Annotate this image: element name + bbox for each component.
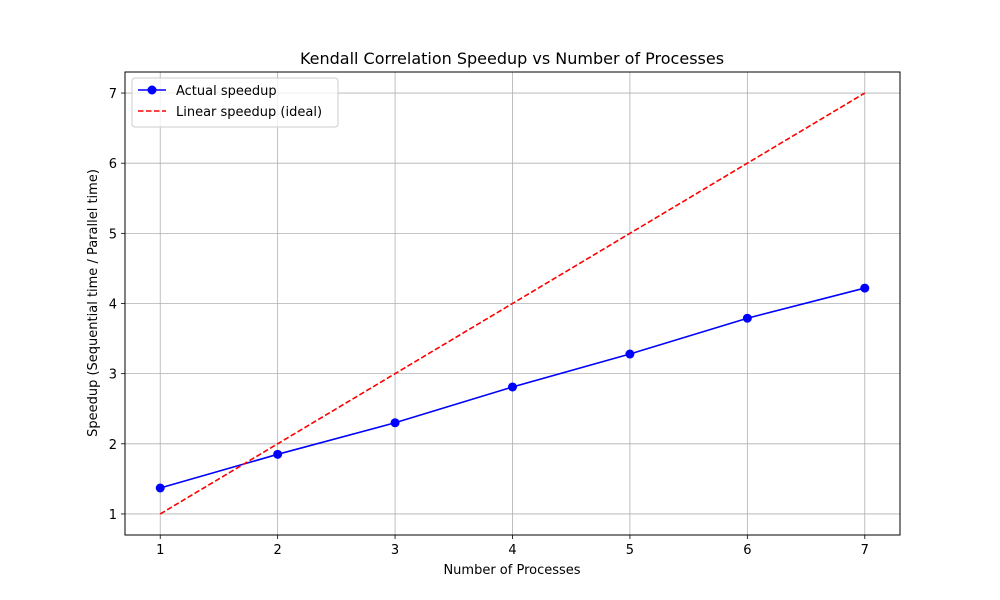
y-tick-label: 6 xyxy=(109,157,117,172)
y-tick-label: 5 xyxy=(109,227,117,242)
x-tick-label: 1 xyxy=(156,543,164,558)
y-tick-label: 1 xyxy=(109,508,117,523)
data-point xyxy=(155,483,165,493)
x-tick-label: 2 xyxy=(274,543,282,558)
data-point xyxy=(273,449,283,459)
x-tick-label: 3 xyxy=(391,543,399,558)
x-tick-label: 4 xyxy=(508,543,516,558)
y-tick-label: 3 xyxy=(109,368,117,383)
x-tick-label: 5 xyxy=(626,543,634,558)
data-point xyxy=(390,418,400,428)
x-tick-label: 7 xyxy=(861,543,869,558)
x-tick-label: 6 xyxy=(743,543,751,558)
legend-actual-marker xyxy=(147,85,157,95)
chart-title: Kendall Correlation Speedup vs Number of… xyxy=(300,49,724,68)
ticks: 1 2 3 4 5 6 7 1 2 3 4 5 6 7 xyxy=(109,87,869,558)
y-tick-label: 2 xyxy=(109,438,117,453)
x-axis-label: Number of Processes xyxy=(443,563,580,578)
series-line-1 xyxy=(159,92,866,515)
y-tick-label: 4 xyxy=(109,298,117,313)
data-point xyxy=(742,313,752,323)
data-point xyxy=(625,349,635,359)
y-tick-label: 7 xyxy=(109,87,117,102)
legend: Actual speedup Linear speedup (ideal) xyxy=(131,77,339,128)
y-axis-label: Speedup (Sequential time / Parallel time… xyxy=(86,169,101,437)
legend-box xyxy=(131,77,339,128)
series-layer xyxy=(155,92,870,515)
data-point xyxy=(860,283,870,293)
legend-actual-label: Actual speedup xyxy=(176,84,277,99)
data-point xyxy=(508,382,517,392)
legend-ideal-label: Linear speedup (ideal) xyxy=(176,105,322,120)
